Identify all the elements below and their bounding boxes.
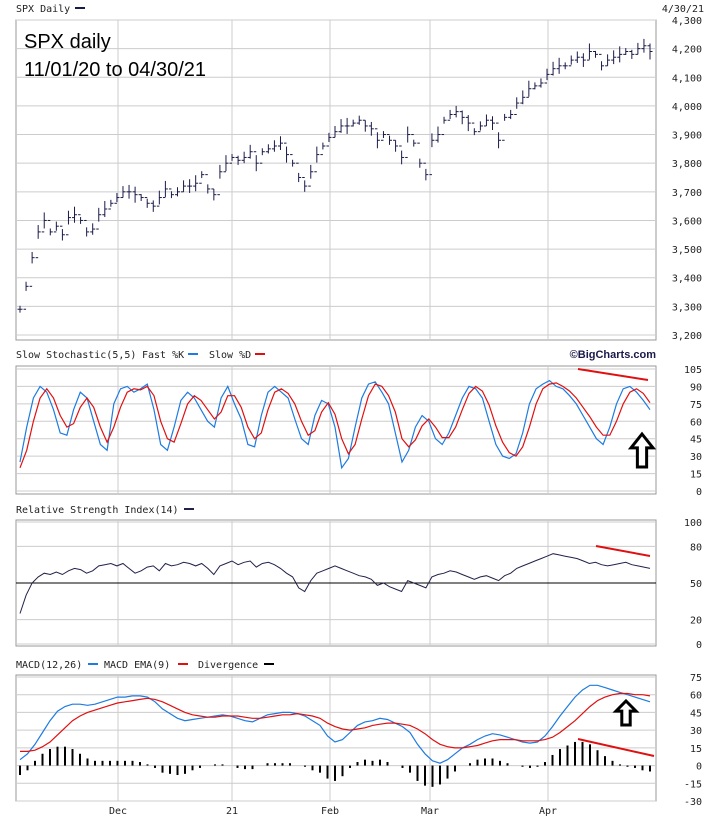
stoch-slow-swatch (255, 353, 265, 355)
axis-tick-labels: 4,300 4,200 4,100 4,000 3,900 3,800 3,700 3,600… (109, 16, 702, 817)
y-tick-label: 0 (696, 487, 702, 498)
y-tick-label: 3,400 (672, 274, 702, 285)
price-panel-title: SPX Daily (16, 4, 70, 15)
y-tick-label: 15 (690, 744, 702, 755)
x-tick-label: 21 (226, 806, 238, 817)
macd-legend-ema: MACD EMA(9) (104, 660, 170, 671)
y-tick-label: 50 (690, 579, 702, 590)
x-tick-label: Apr (539, 806, 557, 817)
rsi-panel-title: Relative Strength Index(14) (16, 505, 179, 516)
macd-ema-line (20, 692, 651, 753)
annotation-line-2: 11/01/20 to 04/30/21 (24, 59, 206, 81)
stoch-slow-line (19, 382, 651, 469)
y-tick-label: 45 (690, 435, 702, 446)
y-tick-label: 4,200 (672, 45, 702, 56)
y-tick-label: -15 (684, 779, 702, 790)
y-tick-label: 90 (690, 382, 702, 393)
macd-panel-title: MACD(12,26) (16, 660, 82, 671)
panel-backgrounds (15, 19, 657, 802)
y-tick-label: 3,200 (672, 331, 702, 342)
y-tick-label: 0 (696, 762, 702, 773)
y-tick-label: 3,500 (672, 245, 702, 256)
stoch-fast-line (19, 379, 651, 470)
stoch-trend-line (577, 368, 649, 381)
watermark: ©BigCharts.com (570, 349, 657, 361)
macd-legend-divergence: Divergence (198, 660, 258, 671)
macd-divergence-swatch (264, 663, 274, 665)
y-tick-label: 0 (696, 640, 702, 651)
y-tick-label: 20 (690, 616, 702, 627)
y-tick-label: -30 (684, 797, 702, 808)
rsi-line (19, 553, 651, 614)
y-tick-label: 3,800 (672, 159, 702, 170)
up-arrow-icon (612, 698, 640, 727)
x-tick-label: Feb (321, 806, 339, 817)
panel-frame (15, 674, 657, 802)
y-tick-label: 4,100 (672, 73, 702, 84)
macd-line (19, 684, 651, 764)
rsi-trend-line (595, 545, 651, 557)
y-tick-label: 45 (690, 708, 702, 719)
x-tick-label: Mar (421, 806, 439, 817)
macd-ema-swatch (178, 663, 188, 665)
stoch-legend-slow: Slow %D (209, 350, 251, 361)
stoch-panel-title: Slow Stochastic(5,5) (16, 350, 136, 361)
trend-annotations (577, 368, 655, 757)
y-tick-label: 3,300 (672, 302, 702, 313)
y-tick-label: 15 (690, 470, 702, 481)
chart-text: SPX Daily 4/30/21 SPX daily 11/01/20 to … (16, 4, 704, 671)
chart-marks (17, 38, 653, 787)
y-tick-label: 60 (690, 417, 702, 428)
macd-legend-swatch (88, 663, 98, 665)
macd-trend-line (577, 738, 655, 757)
y-tick-label: 100 (684, 518, 702, 529)
price-legend-swatch (75, 7, 85, 9)
y-tick-label: 3,600 (672, 216, 702, 227)
stoch-fast-swatch (188, 353, 198, 355)
y-tick-label: 3,900 (672, 131, 702, 142)
annotation-line-1: SPX daily (24, 31, 111, 53)
grid-lines (16, 19, 656, 802)
arrow-annotations (612, 431, 657, 727)
y-tick-label: 30 (690, 452, 702, 463)
y-tick-label: 4,000 (672, 102, 702, 113)
y-tick-label: 4,300 (672, 16, 702, 27)
y-tick-label: 60 (690, 691, 702, 702)
y-tick-label: 75 (690, 400, 702, 411)
date-label: 4/30/21 (662, 4, 704, 15)
x-tick-label: Dec (109, 806, 127, 817)
y-tick-label: 105 (684, 365, 702, 376)
y-tick-label: 75 (690, 673, 702, 684)
panel-frame (15, 19, 657, 341)
rsi-legend-swatch (184, 508, 194, 510)
stoch-legend-fast: Fast %K (142, 350, 184, 361)
y-tick-label: 3,700 (672, 188, 702, 199)
up-arrow-icon (627, 431, 657, 469)
y-tick-label: 30 (690, 726, 702, 737)
y-tick-label: 80 (690, 542, 702, 553)
